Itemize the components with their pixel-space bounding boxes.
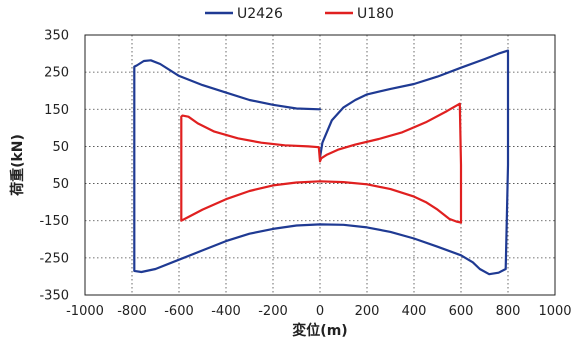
x-tick-label: -600 — [164, 304, 194, 319]
x-tick-label: -400 — [211, 304, 241, 319]
plot-area-frame — [84, 34, 556, 296]
x-tick-label: 200 — [355, 304, 380, 319]
x-tick-label: -1000 — [66, 304, 104, 319]
x-tick-labels: -1000 -800 -600 -400 -200 0 200 400 600 800 1000 — [66, 304, 571, 319]
x-tick-label: 400 — [402, 304, 427, 319]
y-axis-title: 荷重(kN) — [9, 134, 26, 197]
x-tick-label: 0 — [316, 304, 324, 319]
x-tick-label: 600 — [449, 304, 474, 319]
grid — [85, 35, 555, 295]
y-tick-label: 350 — [44, 29, 69, 44]
y-tick-label: 150 — [44, 103, 69, 118]
series-layer — [133, 49, 510, 276]
series-line-u2426 — [133, 49, 510, 276]
y-tick-label: 50 — [52, 177, 69, 192]
x-tick-label: 1000 — [538, 304, 571, 319]
legend-label-u2426: U2426 — [237, 6, 283, 22]
legend: U2426 U180 — [205, 6, 394, 22]
y-tick-labels: 350 250 150 50 50 -150 -250 -350 — [39, 29, 69, 304]
y-tick-label: -350 — [39, 289, 69, 304]
y-tick-label: 50 — [52, 140, 69, 155]
x-axis-title: 変位(m) — [292, 322, 347, 339]
legend-label-u180: U180 — [357, 6, 394, 22]
x-tick-label: 800 — [496, 304, 521, 319]
y-tick-label: 250 — [44, 66, 69, 81]
series-line-u180 — [180, 102, 463, 224]
x-tick-label: -200 — [258, 304, 288, 319]
x-tick-label: -800 — [117, 304, 147, 319]
y-tick-label: -250 — [39, 251, 69, 266]
y-tick-label: -150 — [39, 214, 69, 229]
